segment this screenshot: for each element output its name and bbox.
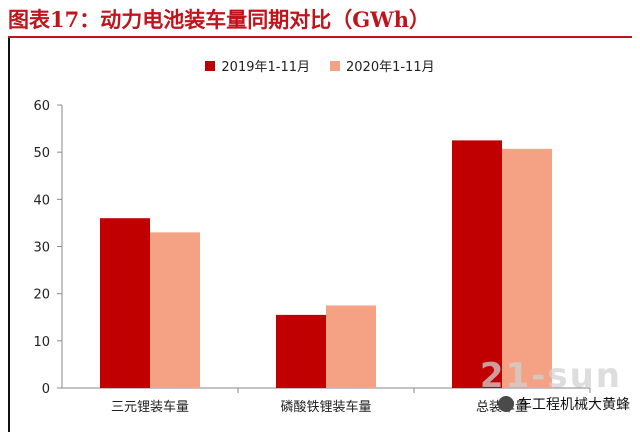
y-tick-label: 50 <box>33 146 50 161</box>
x-category-label: 三元锂装车量 <box>111 399 189 415</box>
y-tick-label: 60 <box>33 99 50 114</box>
x-category-label: 磷酸铁锂装车量 <box>280 399 371 415</box>
title-rule <box>8 36 632 38</box>
bar-2020-2 <box>502 148 552 388</box>
frame-left-rule <box>8 38 10 432</box>
legend-item-2019: 2019年1-11月 <box>205 56 310 75</box>
bar-2020-0 <box>150 232 200 388</box>
y-tick-label: 30 <box>33 241 50 256</box>
wechat-icon <box>498 396 514 412</box>
legend-item-2020: 2020年1-11月 <box>330 56 435 75</box>
legend-label-2020: 2020年1-11月 <box>346 60 435 75</box>
y-tick-label: 0 <box>42 382 50 397</box>
y-tick-label: 40 <box>33 193 50 208</box>
y-tick-label: 10 <box>33 335 50 350</box>
watermark-logo: 21-sun <box>479 356 622 396</box>
figure-title: 图表17：动力电池装车量同期对比（GWh） <box>8 7 431 32</box>
legend-swatch-2019 <box>205 60 216 71</box>
bar-2019-2 <box>452 140 502 388</box>
bar-2020-1 <box>326 305 376 388</box>
legend-label-2019: 2019年1-11月 <box>221 60 310 75</box>
watermark-account-label: 车工程机械大黄蜂 <box>518 397 630 413</box>
y-tick-label: 20 <box>33 288 50 303</box>
bar-2019-1 <box>276 314 326 388</box>
legend-swatch-2020 <box>330 60 340 71</box>
bar-2019-0 <box>100 218 150 388</box>
watermark-account: 车工程机械大黄蜂 <box>498 394 630 414</box>
legend: 2019年1-11月 2020年1-11月 <box>0 56 640 75</box>
